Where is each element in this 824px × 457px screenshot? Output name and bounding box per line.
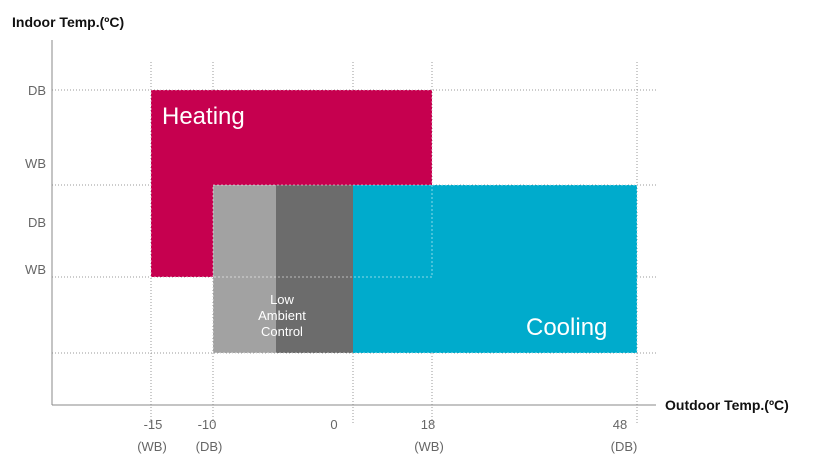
- y-label-wb-2: WB: [25, 262, 46, 277]
- y-axis-title: Indoor Temp.(ºC): [12, 14, 124, 30]
- x-tick-scale-48: (DB): [611, 439, 638, 454]
- lac-label-line-2: Ambient: [258, 308, 306, 323]
- x-tick-scale-minus15: (WB): [137, 439, 167, 454]
- x-tick-18: 18: [421, 417, 435, 432]
- x-axis-title: Outdoor Temp.(ºC): [665, 397, 789, 413]
- x-tick-0: 0: [330, 417, 337, 432]
- cooling-label: Cooling: [526, 314, 607, 341]
- y-label-db-2: DB: [28, 215, 46, 230]
- y-label-db-1: DB: [28, 83, 46, 98]
- x-tick-scale-minus10: (DB): [196, 439, 223, 454]
- x-tick-minus10: -10: [198, 417, 217, 432]
- heating-label: Heating: [162, 103, 245, 130]
- lac-label-line-1: Low: [270, 292, 294, 307]
- y-label-wb-1: WB: [25, 156, 46, 171]
- lac-label-line-3: Control: [261, 324, 303, 339]
- x-tick-scale-18: (WB): [414, 439, 444, 454]
- x-tick-minus15: -15: [144, 417, 163, 432]
- x-tick-48: 48: [613, 417, 627, 432]
